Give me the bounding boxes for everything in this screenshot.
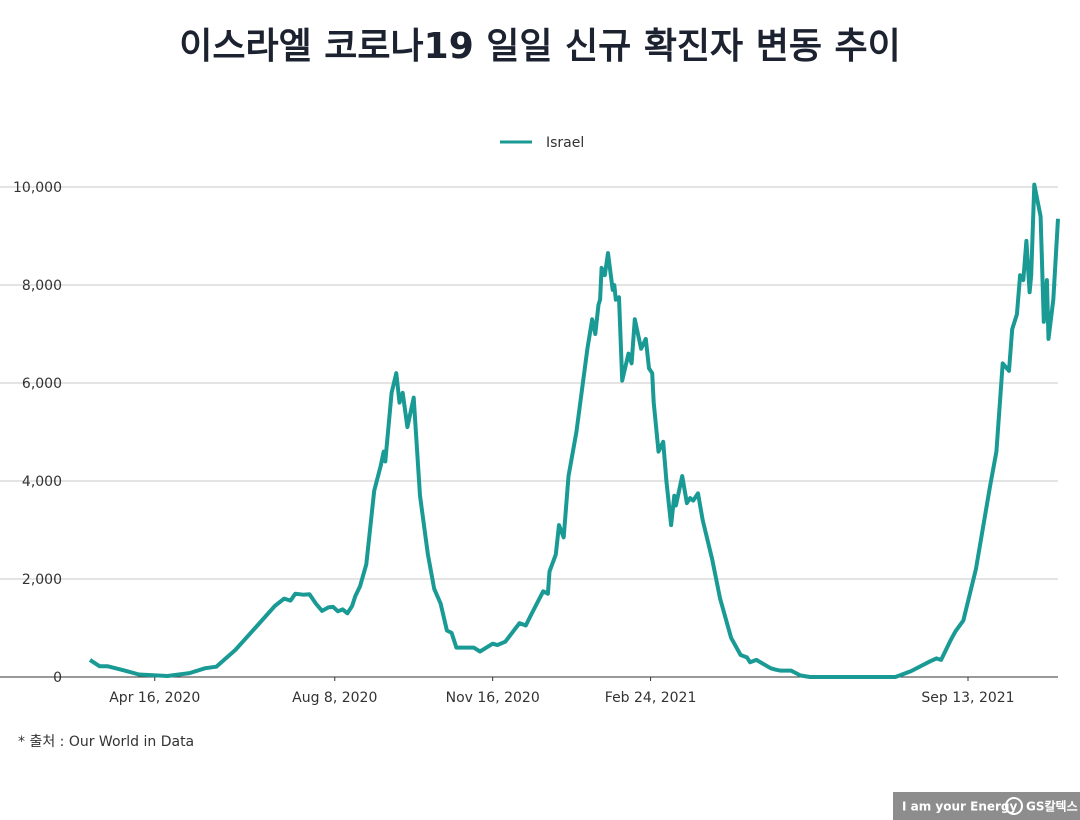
logo-icon — [1005, 797, 1023, 815]
logo-bar — [893, 792, 1080, 820]
logo-brand: GS칼텍스 — [1026, 799, 1078, 814]
x-tick-label: Sep 13, 2021 — [921, 690, 1014, 706]
x-tick-label: Aug 8, 2020 — [292, 690, 377, 706]
y-tick-label: 8,000 — [22, 278, 62, 294]
y-tick-label: 4,000 — [22, 474, 62, 490]
chart-title: 이스라엘 코로나19 일일 신규 확진자 변동 추이 — [179, 26, 900, 67]
data-line — [88, 182, 1060, 679]
y-tick-label: 10,000 — [13, 180, 62, 196]
y-tick-label: 2,000 — [22, 572, 62, 588]
x-tick-label: Feb 24, 2021 — [605, 690, 697, 706]
legend-label: Israel — [546, 135, 584, 151]
y-tick-label: 6,000 — [22, 376, 62, 392]
x-tick-label: Nov 16, 2020 — [446, 690, 540, 706]
x-tick-label: Apr 16, 2020 — [109, 690, 200, 706]
logo-slogan: I am your Energy — [902, 800, 1018, 814]
y-tick-label: 0 — [53, 670, 62, 686]
source-note: * 출처 : Our World in Data — [18, 734, 194, 750]
